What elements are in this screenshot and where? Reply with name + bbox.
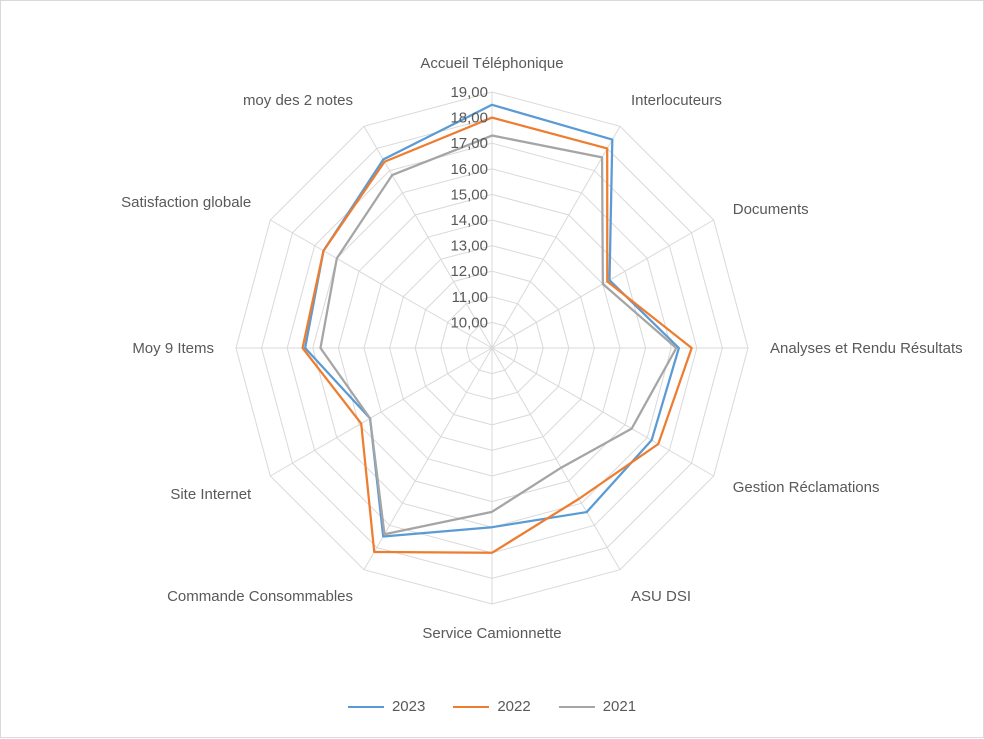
category-label: Commande Consommables: [167, 588, 353, 605]
category-label: ASU DSI: [631, 588, 691, 605]
tick-label: 17,00: [450, 135, 488, 152]
series-line-2021: [319, 134, 678, 536]
category-label: Gestion Réclamations: [733, 479, 880, 496]
legend-item: 2023: [347, 698, 426, 715]
grid-spoke: [491, 126, 621, 349]
tick-label: 14,00: [450, 212, 488, 229]
legend-label: 2023: [391, 698, 426, 715]
series-line-2022: [301, 116, 693, 554]
tick-label: 15,00: [450, 186, 488, 203]
legend-label: 2021: [602, 698, 637, 715]
category-label: Documents: [733, 201, 809, 218]
grid-spoke: [491, 347, 714, 477]
grid-spoke: [363, 126, 493, 349]
grid-spoke: [270, 347, 493, 477]
legend-swatch: [347, 705, 384, 708]
tick-label: 11,00: [452, 289, 488, 306]
category-label: Interlocuteurs: [631, 92, 722, 109]
legend-swatch: [453, 705, 490, 708]
category-label: moy des 2 notes: [243, 92, 353, 109]
category-label: Moy 9 Items: [132, 340, 214, 357]
legend-label: 2022: [497, 698, 531, 715]
legend-swatch: [558, 705, 595, 708]
category-label: Satisfaction globale: [121, 194, 251, 211]
tick-label: 19,00: [450, 84, 488, 101]
tick-label: 16,00: [450, 161, 488, 178]
grid-spoke: [270, 219, 493, 349]
category-label: Service Camionnette: [422, 625, 561, 642]
legend: 2023 2022 2021: [1, 698, 983, 715]
tick-label: 13,00: [450, 238, 488, 255]
category-label: Site Internet: [170, 486, 252, 503]
category-label: Analyses et Rendu Résultats: [770, 340, 963, 357]
legend-item: 2022: [453, 698, 531, 715]
tick-label: 12,00: [450, 263, 488, 280]
category-label: Accueil Téléphonique: [420, 55, 563, 72]
tick-label: 18,00: [450, 110, 488, 127]
tick-label: 10,00: [450, 314, 488, 331]
grid-spoke: [491, 347, 621, 570]
legend-item: 2021: [558, 698, 637, 715]
